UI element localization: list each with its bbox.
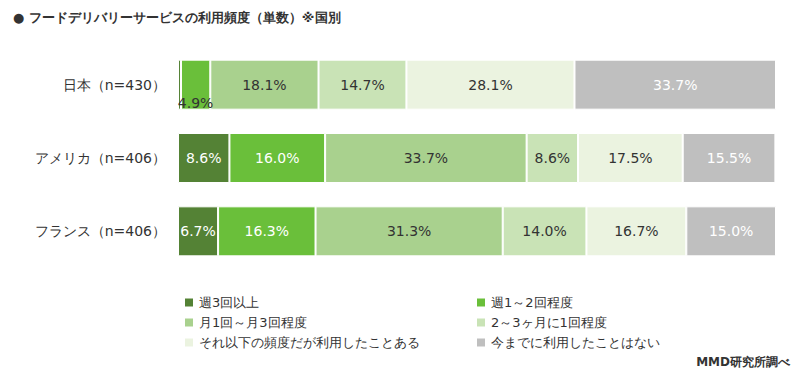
svg-text:それ以下の頻度だが利用したことある: それ以下の頻度だが利用したことある	[199, 335, 420, 350]
svg-text:週1～2回程度: 週1～2回程度	[491, 295, 573, 310]
svg-text:6.7%: 6.7%	[180, 223, 216, 239]
svg-text:2～3ヶ月に1回程度: 2～3ヶ月に1回程度	[491, 315, 607, 330]
svg-text:31.3%: 31.3%	[387, 223, 431, 239]
svg-text:14.0%: 14.0%	[522, 223, 566, 239]
svg-text:月1回～月3回程度: 月1回～月3回程度	[199, 315, 307, 330]
svg-text:16.7%: 16.7%	[614, 223, 658, 239]
svg-text:MMD研究所調べ: MMD研究所調べ	[696, 355, 791, 369]
svg-text:16.0%: 16.0%	[255, 150, 299, 166]
svg-text:8.6%: 8.6%	[186, 150, 222, 166]
svg-text:今までに利用したことはない: 今までに利用したことはない	[491, 335, 660, 350]
svg-text:14.7%: 14.7%	[340, 77, 384, 93]
svg-text:17.5%: 17.5%	[608, 150, 652, 166]
svg-text:週3回以上: 週3回以上	[199, 295, 259, 310]
svg-text:● フードデリバリーサービスの利用頻度（単数）※国別: ● フードデリバリーサービスの利用頻度（単数）※国別	[13, 10, 341, 25]
svg-text:18.1%: 18.1%	[242, 77, 286, 93]
svg-text:4.9%: 4.9%	[178, 95, 214, 111]
svg-text:15.5%: 15.5%	[707, 150, 751, 166]
svg-text:28.1%: 28.1%	[468, 77, 512, 93]
svg-text:15.0%: 15.0%	[709, 223, 753, 239]
svg-text:アメリカ（n=406）: アメリカ（n=406）	[35, 150, 166, 166]
svg-text:8.6%: 8.6%	[535, 150, 571, 166]
svg-text:33.7%: 33.7%	[653, 77, 697, 93]
svg-text:33.7%: 33.7%	[404, 150, 448, 166]
svg-text:日本（n=430）: 日本（n=430）	[63, 77, 166, 93]
svg-text:16.3%: 16.3%	[245, 223, 289, 239]
svg-text:フランス（n=406）: フランス（n=406）	[35, 223, 166, 239]
